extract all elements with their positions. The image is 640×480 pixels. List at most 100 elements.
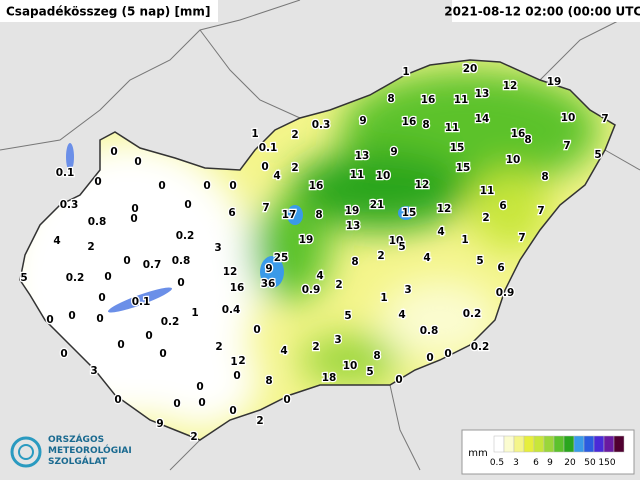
legend-swatch [573,435,585,453]
station-value: 0 [123,255,130,267]
station-value: 12 [437,203,452,215]
station-value: 1 [230,356,237,368]
station-value: 6 [228,207,235,219]
station-value: 13 [355,150,370,162]
station-value: 20 [463,63,478,75]
station-value: 0 [158,180,165,192]
station-value: 1 [191,307,198,319]
station-value: 1 [380,292,387,304]
station-value: 10 [376,170,391,182]
station-value: 0 [196,381,203,393]
station-value: 7 [262,202,269,214]
station-value: 9 [390,146,397,158]
station-value: 4 [437,226,444,238]
station-value: 0.7 [143,259,162,271]
station-value: 5 [594,149,601,161]
timestamp: 2021-08-12 02:00 (00:00 UTC) [444,5,640,19]
station-value: 2 [377,250,384,262]
station-value: 0.3 [60,199,79,211]
station-value: 0 [104,271,111,283]
station-value: 12 [223,266,238,278]
legend-scale: 0.5 3 6 9 20 50 150 [490,435,625,468]
station-value: 2 [190,431,197,443]
station-value: 12 [503,80,518,92]
station-value: 16 [230,282,245,294]
station-value: 2 [291,162,298,174]
station-value: 0 [177,277,184,289]
station-value: 5 [344,310,351,322]
legend-swatch [603,435,615,453]
station-value: 9 [359,115,366,127]
station-value: 0.1 [259,142,278,154]
station-value: 4 [316,270,323,282]
logo-text: METEOROLÓGIAI [48,444,132,456]
station-value: 3 [334,334,341,346]
legend-tick-label: 20 [564,458,576,468]
station-value: 4 [398,309,405,321]
station-value: 7 [537,205,544,217]
station-value: 10 [561,112,576,124]
legend-tick-label: 150 [598,458,615,468]
station-value: 0.2 [463,308,482,320]
station-value: 16 [309,180,324,192]
station-value: 0.1 [132,296,151,308]
station-value: 8 [373,350,380,362]
station-value: 9 [156,418,163,430]
station-value: 5 [476,255,483,267]
station-value: 0 [261,161,268,173]
station-value: 11 [480,185,495,197]
station-value: 0.2 [471,341,490,353]
legend-swatch [563,435,575,453]
station-value: 2 [291,129,298,141]
station-value: 0 [94,176,101,188]
logo-text: SZOLGÁLAT [48,455,108,467]
legend-swatch [523,435,535,453]
station-value: 1 [461,234,468,246]
station-value: 1 [402,66,409,78]
station-value: 8 [315,209,322,221]
station-value: 15 [450,142,465,154]
title: Csapadékösszeg (5 nap) [mm] [6,5,210,19]
legend-swatch [533,435,545,453]
station-value: 0.3 [312,119,331,131]
station-value: 11 [350,169,365,181]
station-value: 8 [387,93,394,105]
station-value: 8 [524,134,531,146]
station-value: 13 [475,88,490,100]
station-value: 0.1 [56,167,75,179]
station-value: 0 [130,213,137,225]
lake [108,287,172,313]
station-value: 0.8 [88,216,107,228]
station-value: 0 [68,310,75,322]
station-value: 0 [173,398,180,410]
legend-swatch [583,435,595,453]
station-value: 10 [506,154,521,166]
legend-swatch [543,435,555,453]
station-value: 5 [20,272,27,284]
station-value: 0 [203,180,210,192]
station-value: 8 [422,119,429,131]
station-value: 16 [511,128,526,140]
station-value: 3 [214,242,221,254]
station-value: 19 [547,76,562,88]
station-value: 13 [346,220,361,232]
station-value: 2 [312,341,319,353]
station-value: 1 [251,128,258,140]
station-value: 15 [456,162,471,174]
station-value: 2 [215,341,222,353]
station-value: 0.2 [161,316,180,328]
title-box [0,0,218,22]
legend-swatch [503,435,515,453]
station-value: 0 [96,313,103,325]
legend-tick-label: 9 [547,458,553,468]
legend-swatch [593,435,605,453]
station-value: 12 [415,179,430,191]
station-value: 11 [445,122,460,134]
station-value: 11 [454,94,469,106]
station-value: 0 [233,370,240,382]
station-value: 0.2 [66,272,85,284]
station-value: 16 [421,94,436,106]
station-value: 2 [256,415,263,427]
